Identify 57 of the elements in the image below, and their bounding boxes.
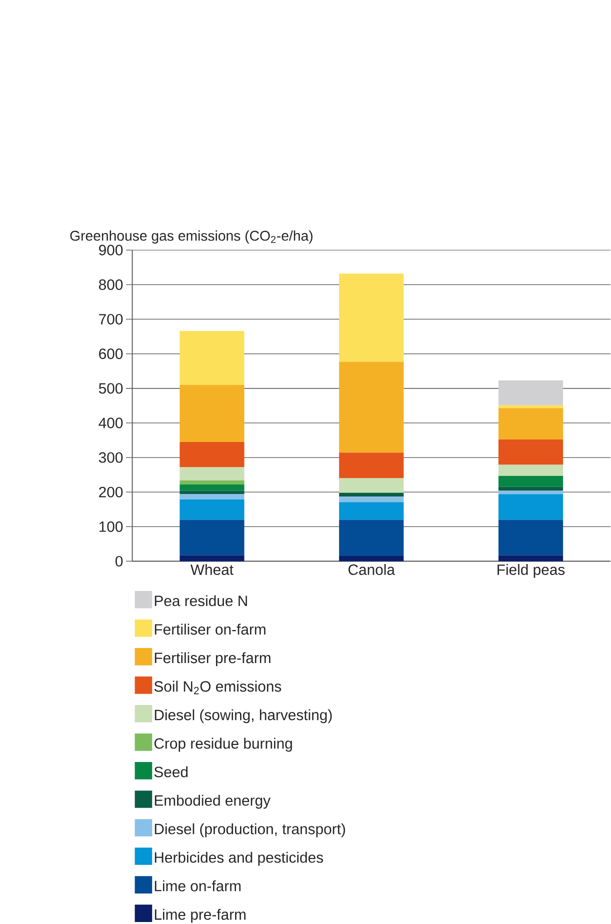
bar bbox=[339, 452, 404, 478]
legend-label: Fertiliser on-farm bbox=[154, 624, 266, 635]
legend-label: Pea residue N bbox=[154, 595, 247, 606]
bar bbox=[180, 330, 244, 385]
legend-label: Lime pre-farm bbox=[154, 908, 246, 923]
bar bbox=[180, 520, 244, 556]
legend-label: Lime on-farm bbox=[154, 880, 241, 892]
y-tick-label: 400 bbox=[98, 418, 123, 428]
bar bbox=[180, 480, 244, 484]
bar bbox=[498, 380, 564, 406]
bar bbox=[339, 496, 404, 502]
y-tick-label: 100 bbox=[100, 521, 123, 532]
x-tick-label: Wheat bbox=[190, 564, 234, 575]
legend-label: Soil N$_{2}$O emissions bbox=[154, 680, 282, 694]
legend-label: Fertiliser pre-farm bbox=[154, 652, 270, 666]
bar bbox=[339, 274, 404, 362]
bar bbox=[498, 405, 564, 408]
bar bbox=[180, 494, 244, 500]
bar bbox=[498, 440, 564, 465]
x-tick-label: Field peas bbox=[498, 564, 565, 578]
bar bbox=[498, 464, 564, 476]
y-axis-title: Greenhouse gas emissions (CO$_{2}$-e/ha) bbox=[70, 230, 313, 244]
bar bbox=[180, 467, 244, 480]
y-tick-label: 300 bbox=[98, 452, 123, 463]
y-tick-label: 600 bbox=[99, 348, 123, 360]
bar bbox=[180, 484, 244, 491]
legend-label: Herbicides and pesticides bbox=[154, 852, 324, 866]
legend-label: Crop residue burning bbox=[154, 738, 292, 752]
bar bbox=[180, 499, 244, 520]
bar bbox=[498, 486, 564, 491]
bar bbox=[498, 490, 564, 494]
bar bbox=[180, 555, 244, 562]
bar bbox=[498, 520, 564, 556]
bar bbox=[339, 556, 404, 562]
bar bbox=[498, 494, 564, 520]
bar bbox=[180, 490, 244, 494]
y-tick-label: 0 bbox=[116, 556, 123, 567]
legend-label: Diesel (sowing, harvesting) bbox=[154, 709, 332, 724]
legend-label: Seed bbox=[154, 766, 188, 778]
legend-label: Diesel (production, transport) bbox=[154, 823, 346, 838]
bar bbox=[339, 502, 404, 520]
bar bbox=[180, 384, 244, 442]
y-tick-label: 700 bbox=[99, 314, 123, 325]
bar bbox=[339, 362, 404, 453]
bar bbox=[498, 408, 564, 440]
bar bbox=[339, 492, 404, 497]
x-tick-label: Canola bbox=[348, 564, 396, 575]
y-tick-label: 800 bbox=[99, 279, 123, 290]
bar bbox=[339, 478, 404, 493]
legend-label: Embodied energy bbox=[154, 794, 271, 809]
y-tick-label: 900 bbox=[99, 244, 123, 256]
y-tick-label: 500 bbox=[98, 383, 123, 394]
y-tick-label: 200 bbox=[99, 486, 123, 498]
bar bbox=[498, 476, 564, 487]
bar bbox=[180, 442, 244, 468]
bar bbox=[339, 520, 404, 556]
bar bbox=[498, 555, 564, 562]
